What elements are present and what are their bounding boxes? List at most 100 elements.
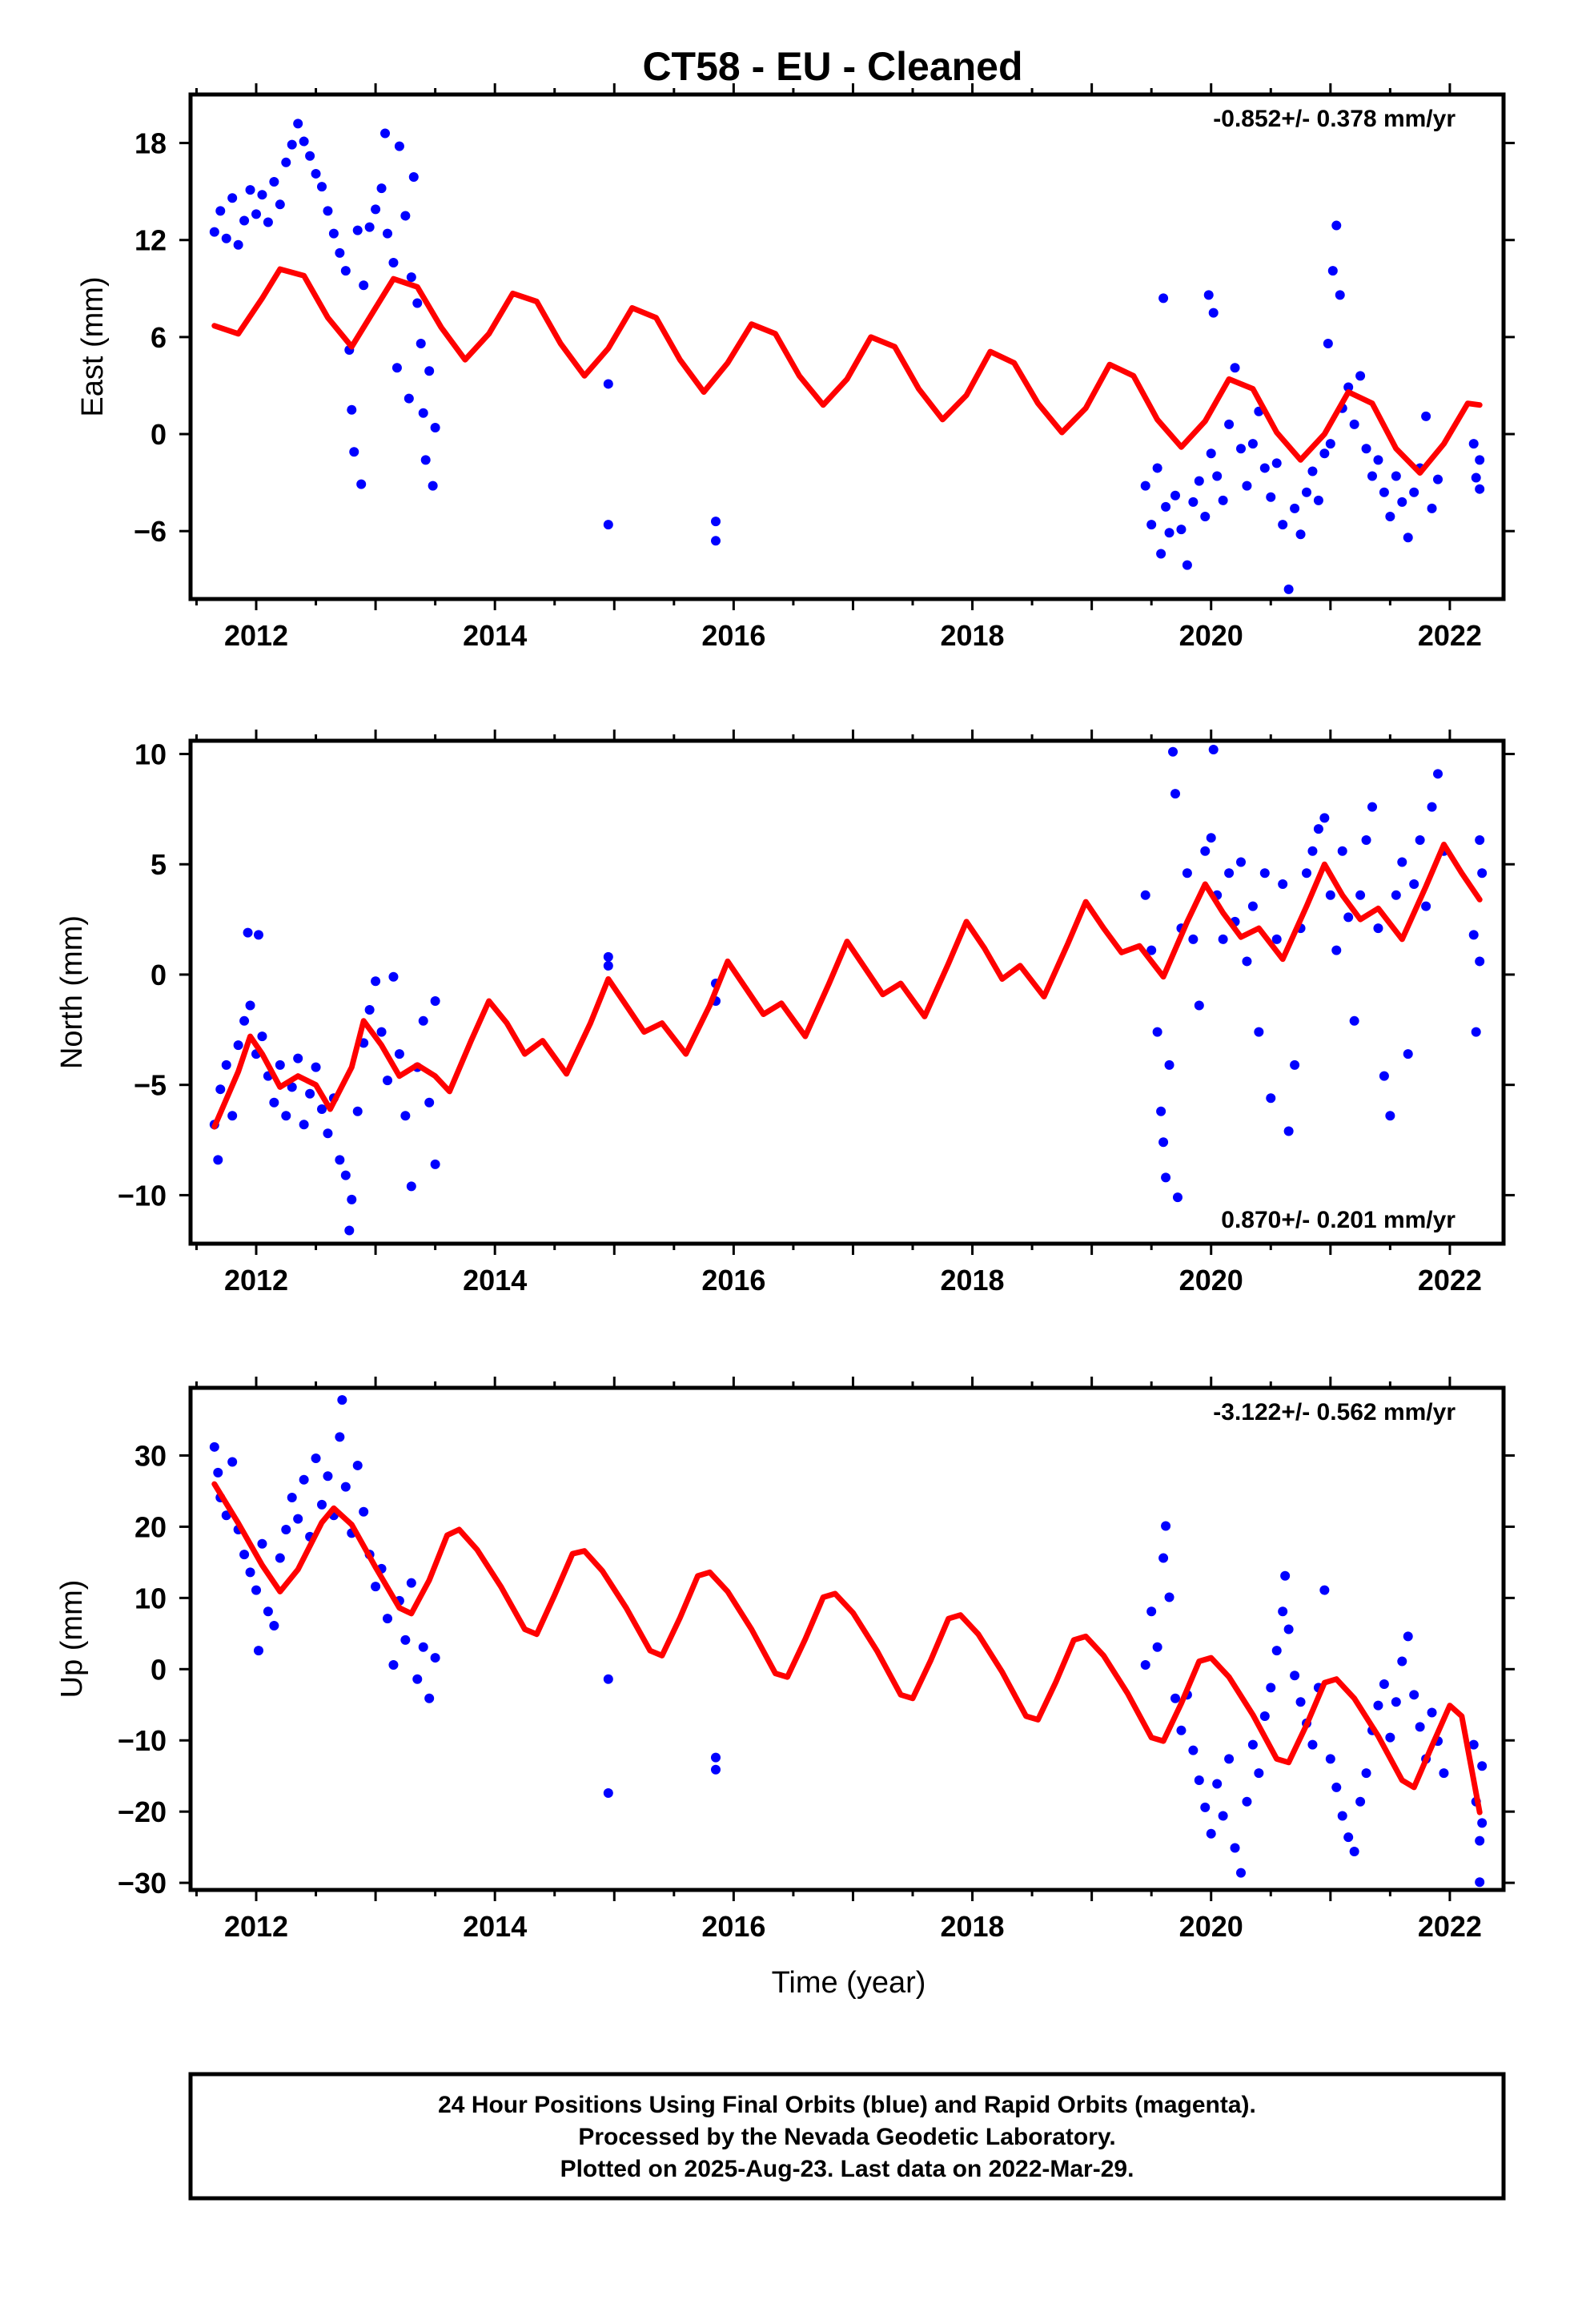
plot-frame [188,92,1506,601]
data-point [1161,1172,1171,1183]
data-point [1373,923,1383,934]
data-point [1152,1642,1162,1652]
data-point [408,171,419,182]
y-tick-label: 10 [135,1582,167,1614]
data-point [1409,487,1419,497]
data-point [1271,934,1282,944]
data-point [1278,1606,1288,1617]
data-point [603,951,613,962]
data-point [1477,1818,1488,1828]
data-point [1161,501,1171,512]
data-point [383,1614,392,1624]
data-point [1146,1606,1157,1617]
data-point [1313,495,1323,505]
data-point [1164,1592,1174,1602]
data-point [603,1788,613,1799]
data-point [424,1097,435,1108]
data-point [364,1005,375,1015]
rate-label: -0.852+/- 0.378 mm/yr [1213,106,1456,132]
data-point [1182,560,1192,570]
data-point [430,1653,440,1663]
data-point [1373,455,1383,465]
data-point [1379,487,1389,497]
data-point [1391,471,1401,481]
x-tick-label: 2022 [1418,1910,1482,1943]
data-point [1164,528,1174,538]
data-point [1206,1828,1216,1839]
data-point [1158,1553,1169,1563]
data-point [245,1000,255,1011]
rate-label: 0.870+/- 0.201 mm/yr [1221,1207,1456,1233]
model-curve [211,1481,1483,1815]
data-point [1140,890,1150,900]
data-point [1259,1711,1270,1721]
data-point [299,136,309,147]
data-point [1259,463,1270,473]
plot-area [209,119,1485,594]
data-point [1475,1835,1485,1846]
data-point [213,1155,223,1165]
data-point [711,1764,721,1775]
data-point [428,480,438,491]
x-tick-label: 2020 [1179,1910,1243,1943]
data-point [416,338,426,348]
data-point [412,298,423,308]
data-point [1176,1725,1186,1735]
data-point [356,479,367,489]
data-point [1236,444,1246,454]
data-point [1170,490,1180,501]
data-point [352,1460,363,1470]
data-point [1409,879,1419,890]
data-point [1194,1775,1204,1786]
data-point [1355,371,1366,381]
data-point [1319,448,1330,459]
y-tick-label: 10 [135,738,167,771]
data-point [1271,1646,1282,1656]
y-tick-label: −10 [118,1179,167,1212]
data-point [1266,1093,1276,1104]
data-point [359,280,369,291]
data-point [1361,444,1371,454]
footer-line-1: 24 Hour Positions Using Final Orbits (bl… [438,2092,1256,2118]
y-axis-label: Up (mm) [55,1580,89,1699]
data-point [1331,220,1342,231]
data-point [1218,934,1228,944]
data-point [1200,846,1211,856]
x-axis-label: Time (year) [772,1966,926,2000]
data-point [1427,802,1437,812]
data-point [1224,868,1235,879]
data-point [323,1128,333,1139]
data-point [406,1578,416,1588]
data-point [209,227,219,237]
data-point [1379,1679,1389,1689]
data-point [1319,1585,1330,1595]
data-point [603,960,613,971]
data-point [344,1225,355,1236]
data-point [1170,789,1180,799]
y-axis-label: East (mm) [76,276,110,416]
data-point [209,1441,219,1452]
data-point [281,1111,291,1121]
data-point [430,996,440,1007]
data-point [1290,1059,1300,1070]
data-point [1327,266,1338,276]
data-point [1152,1027,1162,1037]
data-point [215,1084,226,1095]
data-point [1415,1722,1425,1732]
data-point [317,182,327,192]
data-point [1182,868,1192,879]
model-curve [211,842,1483,1130]
data-point [263,217,273,227]
y-tick-label: −5 [134,1069,167,1102]
x-tick-label: 2016 [701,619,765,652]
data-point [1421,901,1431,911]
data-point [1477,1761,1488,1771]
x-tick-label: 2022 [1418,1264,1482,1297]
data-point [406,1181,416,1192]
data-point [275,199,285,210]
data-point [335,247,345,258]
data-point [388,1659,399,1670]
y-tick-label: 5 [151,848,167,881]
footer-frame [188,2072,1506,2201]
data-point [1212,1779,1223,1789]
